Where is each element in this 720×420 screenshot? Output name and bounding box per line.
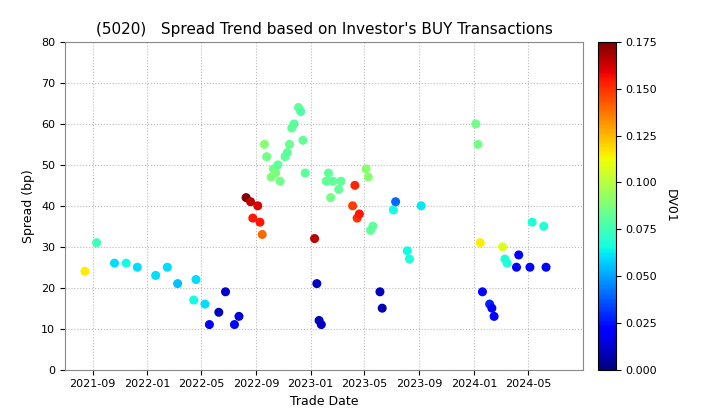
Point — [274, 178, 286, 184]
Point — [284, 141, 295, 148]
Point — [538, 223, 549, 230]
Point — [109, 260, 120, 266]
Point — [333, 186, 345, 193]
Point — [365, 227, 377, 234]
Point — [415, 202, 427, 209]
Point — [484, 301, 495, 307]
Point — [213, 309, 225, 316]
Point — [470, 121, 482, 127]
Point — [311, 280, 323, 287]
Point — [336, 178, 347, 184]
Point — [120, 260, 132, 266]
Point — [79, 268, 91, 275]
Point — [220, 289, 231, 295]
Point — [282, 149, 293, 156]
Point — [91, 239, 102, 246]
Point — [266, 174, 277, 181]
Point — [279, 153, 291, 160]
Point — [313, 317, 325, 324]
Point — [268, 165, 279, 172]
Point — [254, 219, 266, 226]
Point — [351, 215, 363, 221]
Point — [497, 243, 508, 250]
Point — [297, 137, 309, 144]
Point — [354, 210, 365, 217]
Point — [363, 174, 374, 181]
Point — [199, 301, 211, 307]
Point — [288, 121, 300, 127]
Point — [540, 264, 552, 270]
Y-axis label: DV01: DV01 — [664, 189, 677, 223]
Point — [390, 198, 401, 205]
Point — [360, 165, 372, 172]
Point — [309, 235, 320, 242]
Point — [349, 182, 361, 189]
Point — [488, 313, 500, 320]
Point — [510, 264, 522, 270]
Point — [247, 215, 258, 221]
Point — [377, 305, 388, 312]
Point — [188, 297, 199, 303]
Point — [295, 108, 307, 115]
Point — [256, 231, 268, 238]
Point — [325, 194, 336, 201]
Point — [374, 289, 386, 295]
Point — [486, 305, 498, 312]
Point — [204, 321, 215, 328]
Point — [240, 194, 252, 201]
Point — [245, 198, 256, 205]
Point — [474, 239, 486, 246]
Point — [261, 153, 272, 160]
Point — [367, 223, 379, 230]
X-axis label: Trade Date: Trade Date — [289, 395, 359, 408]
Point — [524, 264, 536, 270]
Point — [161, 264, 173, 270]
Point — [472, 141, 484, 148]
Point — [229, 321, 240, 328]
Point — [150, 272, 161, 279]
Point — [404, 256, 415, 262]
Point — [132, 264, 143, 270]
Point — [286, 125, 297, 131]
Point — [387, 207, 399, 213]
Point — [402, 247, 413, 254]
Point — [526, 219, 538, 226]
Point — [300, 170, 311, 176]
Point — [499, 256, 510, 262]
Point — [272, 161, 284, 168]
Point — [190, 276, 202, 283]
Title: (5020)   Spread Trend based on Investor's BUY Transactions: (5020) Spread Trend based on Investor's … — [96, 22, 552, 37]
Point — [501, 260, 513, 266]
Point — [327, 178, 338, 184]
Point — [233, 313, 245, 320]
Point — [293, 104, 305, 111]
Point — [315, 321, 327, 328]
Point — [252, 202, 264, 209]
Point — [320, 178, 332, 184]
Point — [513, 252, 524, 258]
Y-axis label: Spread (bp): Spread (bp) — [22, 169, 35, 243]
Point — [172, 280, 184, 287]
Point — [258, 141, 270, 148]
Point — [477, 289, 488, 295]
Point — [323, 170, 334, 176]
Point — [347, 202, 359, 209]
Point — [270, 170, 282, 176]
